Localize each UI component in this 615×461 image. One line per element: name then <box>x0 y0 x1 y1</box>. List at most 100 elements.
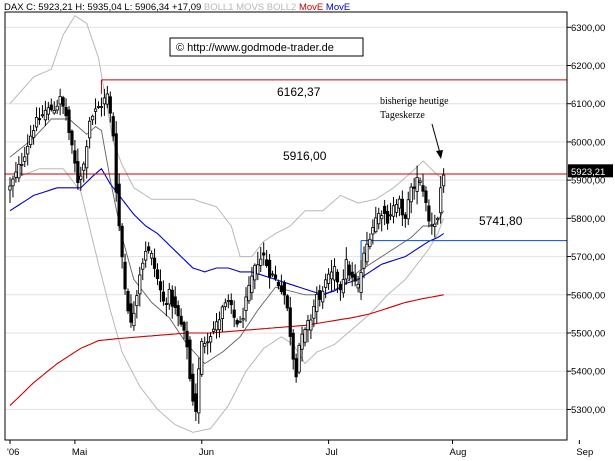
candle <box>244 287 248 322</box>
candle <box>40 105 45 118</box>
level-label-resistance: 6162,37 <box>277 85 321 99</box>
mov-short-path <box>9 118 445 365</box>
candle <box>173 286 177 315</box>
candle <box>108 91 112 123</box>
candle <box>123 253 127 295</box>
candle <box>26 134 30 166</box>
candle <box>362 246 366 279</box>
candle <box>135 289 139 319</box>
candle <box>223 298 227 311</box>
candle <box>70 129 74 154</box>
candle <box>117 173 121 231</box>
candle <box>96 101 101 109</box>
candle <box>276 279 281 290</box>
candle <box>383 199 387 226</box>
candle <box>312 299 316 328</box>
candle <box>424 186 428 212</box>
candle <box>332 258 337 290</box>
candle <box>288 296 292 346</box>
candle <box>403 212 407 228</box>
bollinger-lower <box>9 168 445 433</box>
y-axis: 5300,00 5400,00 5500,00 5600,00 5700,00 5800,… <box>567 23 605 416</box>
candle <box>220 304 224 332</box>
candle <box>380 210 384 232</box>
watermark-text: © http://www.godmode-trader.de <box>176 42 334 54</box>
x-tick-label: Aug <box>450 447 467 458</box>
candle <box>167 283 171 310</box>
candle <box>158 269 163 303</box>
chart-header: DAX C: 5923,21 H: 5935,04 L: 5906,34 +17… <box>4 2 350 13</box>
candle <box>235 318 239 328</box>
candle <box>85 139 89 179</box>
candle <box>17 156 21 183</box>
candle <box>415 165 419 205</box>
last-price-label: 5923,21 <box>571 167 605 178</box>
y-tick-label: 5500,00 <box>571 329 605 340</box>
candle <box>259 246 263 273</box>
candle <box>61 95 65 115</box>
candle <box>120 223 124 269</box>
candle <box>267 254 272 289</box>
candle <box>326 268 331 290</box>
candle <box>191 363 195 406</box>
candle <box>149 250 154 266</box>
candle <box>8 177 12 203</box>
watermark-box: © http://www.godmode-trader.de <box>169 37 364 57</box>
candle <box>285 294 289 312</box>
candle <box>241 307 245 329</box>
x-tick-label: '06 <box>7 447 19 458</box>
candle <box>200 338 204 377</box>
candle <box>303 327 307 347</box>
candle <box>324 273 328 299</box>
candle <box>338 281 343 301</box>
candle <box>350 262 354 287</box>
candle <box>282 280 286 305</box>
candle <box>409 183 413 214</box>
move-red-path <box>9 294 444 406</box>
header-ohlc: DAX C: 5923,21 H: 5935,04 L: 5906,34 +17… <box>4 2 204 13</box>
candle <box>365 231 369 266</box>
y-tick-label: 5600,00 <box>571 290 605 301</box>
header-indicator: BOLL1 <box>204 2 236 13</box>
candle <box>179 308 183 327</box>
candle <box>188 336 192 382</box>
candle <box>250 266 254 300</box>
candle <box>141 258 145 281</box>
candle <box>388 202 393 221</box>
x-tick-label: Jun <box>199 447 214 458</box>
candle <box>64 98 68 121</box>
move-red-line <box>9 294 444 406</box>
candle <box>427 199 431 228</box>
candle <box>185 321 189 360</box>
candle <box>374 206 378 234</box>
candle <box>67 106 71 140</box>
candle <box>394 199 399 218</box>
candle <box>262 242 266 266</box>
y-tick-label: 6100,00 <box>571 99 605 110</box>
candle <box>52 101 56 115</box>
mov-short-line <box>9 118 445 365</box>
candle <box>368 233 372 250</box>
plot-frame <box>4 11 568 441</box>
candle <box>129 294 133 328</box>
candle <box>37 107 42 125</box>
candle <box>442 168 446 193</box>
candle <box>76 148 80 190</box>
candle <box>138 266 142 307</box>
candle <box>14 162 18 183</box>
annotation-line-2: Tageskerze <box>380 110 425 121</box>
candle <box>99 97 104 117</box>
candle <box>55 99 59 115</box>
candle <box>152 248 157 278</box>
candle <box>82 161 86 183</box>
x-tick-label: Sep <box>576 447 593 458</box>
annotation-arrow <box>431 123 443 159</box>
bollinger-upper <box>9 15 445 258</box>
candle <box>253 263 257 290</box>
candle <box>206 333 210 355</box>
y-tick-label: 5700,00 <box>571 252 605 263</box>
candle <box>79 166 83 191</box>
candle <box>170 285 174 319</box>
candle <box>11 175 15 198</box>
